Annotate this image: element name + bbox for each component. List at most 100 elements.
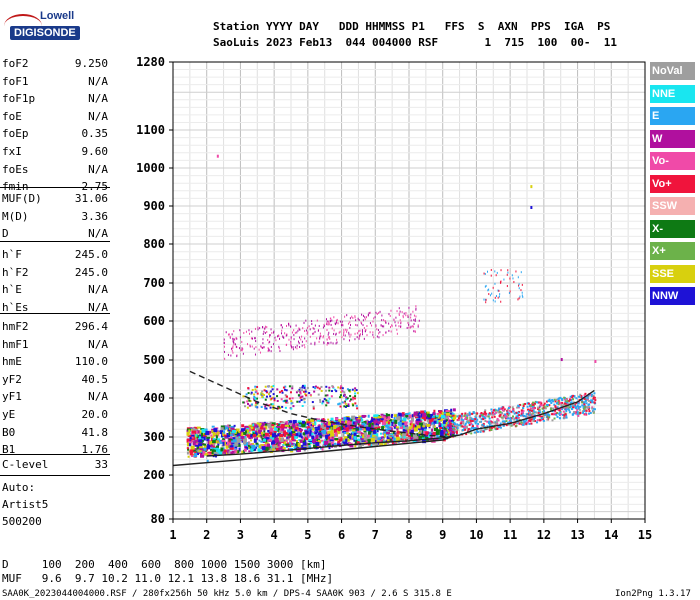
echo-point: [296, 442, 300, 447]
echo-point: [412, 325, 414, 328]
echo-point: [307, 443, 311, 446]
echo-point: [288, 442, 291, 445]
echo-point: [216, 431, 219, 436]
echo-point: [556, 406, 559, 409]
echo-point: [289, 420, 293, 424]
echo-point: [398, 413, 402, 417]
param-value: 40.5: [81, 372, 109, 386]
echo-point: [301, 386, 304, 389]
echo-point: [312, 407, 315, 410]
echo-point: [267, 443, 271, 447]
echo-point: [259, 351, 261, 354]
echo-point: [256, 402, 259, 405]
echo-point: [437, 420, 440, 424]
echo-point: [345, 427, 349, 432]
echo-point: [326, 394, 329, 397]
echo-point: [367, 431, 371, 435]
echo-point: [577, 407, 580, 410]
echo-point: [529, 409, 532, 412]
echo-point: [430, 436, 433, 440]
echo-point: [327, 436, 330, 440]
echo-point: [504, 413, 507, 416]
echo-point: [456, 423, 459, 426]
echo-point: [485, 301, 487, 304]
echo-point: [297, 424, 302, 427]
echo-point: [304, 390, 307, 393]
echo-point: [249, 400, 252, 403]
echo-point: [369, 443, 373, 448]
echo-point: [374, 433, 379, 438]
echo-point: [408, 426, 413, 430]
echo-point: [292, 431, 296, 436]
echo-point: [540, 402, 543, 405]
echo-point: [299, 391, 302, 394]
param-row: yF2 40.5: [2, 371, 108, 388]
echo-point: [490, 408, 493, 411]
echo-point: [254, 353, 256, 356]
echo-point: [285, 443, 290, 446]
echo-point: [478, 420, 481, 423]
echo-point: [403, 424, 407, 429]
echo-point: [517, 411, 520, 414]
echo-point: [576, 411, 579, 414]
y-tick-label: 1280: [136, 55, 165, 69]
echo-point: [403, 415, 407, 419]
echo-point: [328, 389, 331, 392]
echo-point: [290, 442, 294, 445]
echo-point: [250, 439, 253, 442]
echo-point: [254, 397, 257, 400]
echo-point: [265, 439, 268, 443]
echo-point: [320, 335, 322, 338]
echo-point: [407, 314, 409, 317]
param-name: foEp: [2, 127, 29, 141]
echo-point: [276, 395, 279, 398]
echo-point: [467, 421, 470, 424]
echo-point: [501, 420, 504, 423]
echo-point: [438, 410, 443, 415]
echo-point: [486, 415, 489, 418]
echo-point: [534, 411, 537, 414]
echo-point: [285, 421, 289, 426]
echo-point: [376, 328, 378, 331]
echo-point: [327, 341, 329, 344]
echo-point: [499, 411, 502, 414]
echo-point: [402, 431, 407, 436]
echo-point: [348, 400, 351, 403]
echo-point: [532, 411, 535, 414]
echo-point: [304, 438, 307, 443]
echo-point: [492, 409, 495, 412]
echo-point: [522, 403, 525, 406]
echo-point: [554, 400, 557, 403]
echo-point: [565, 402, 568, 405]
echo-point: [571, 394, 574, 397]
echo-point: [324, 394, 327, 397]
echo-point: [331, 385, 334, 388]
echo-point: [405, 413, 409, 418]
param-value: 41.8: [81, 425, 109, 439]
echo-point: [487, 415, 490, 418]
echo-point: [221, 439, 224, 444]
echo-point: [467, 428, 470, 431]
echo-point: [514, 421, 517, 424]
echo-point: [316, 337, 318, 340]
echo-point: [350, 419, 353, 422]
echo-point: [378, 336, 380, 339]
echo-point: [519, 295, 521, 298]
echo-point: [495, 295, 497, 298]
echo-point: [354, 421, 357, 426]
echo-point: [517, 404, 520, 407]
echo-point: [408, 420, 411, 423]
echo-point: [400, 321, 402, 324]
echo-point: [289, 440, 293, 444]
echo-point: [270, 328, 272, 331]
param-row: h`F 245.0: [2, 246, 108, 263]
echo-point: [262, 342, 264, 345]
echo-point: [512, 277, 514, 280]
echo-point: [468, 423, 471, 426]
echo-point: [528, 417, 531, 420]
echo-point: [453, 428, 456, 431]
echo-point: [195, 430, 198, 434]
echo-point: [576, 412, 579, 415]
echo-point: [317, 393, 320, 396]
echo-point: [475, 429, 478, 432]
